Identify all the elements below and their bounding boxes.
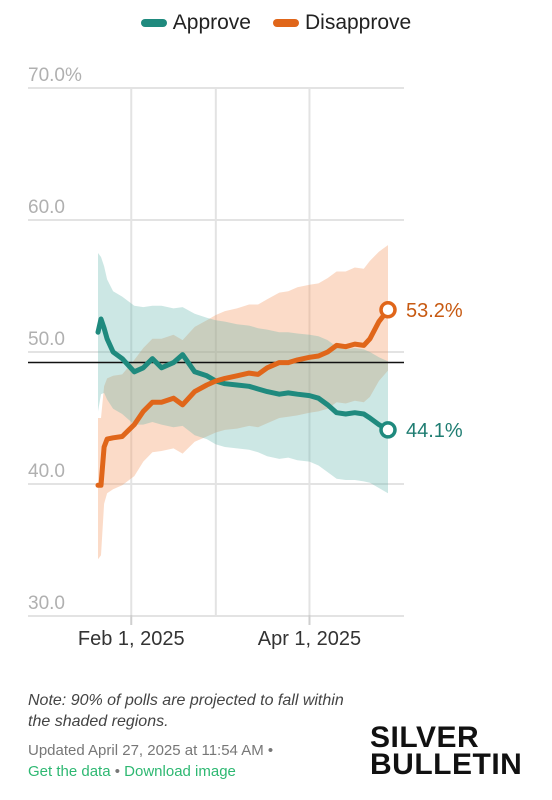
line-disapprove — [95, 307, 391, 488]
legend-label: Approve — [172, 11, 251, 34]
silver-bulletin-logo: SILVER BULLETIN — [370, 721, 530, 781]
legend-swatch — [272, 19, 299, 27]
legend-label: Disapprove — [304, 11, 412, 34]
endpoint-approve — [379, 421, 397, 439]
legend-item-approve: Approve — [140, 11, 251, 35]
y-tick-label: 30.0 — [28, 593, 65, 614]
y-tick-label: 50.0 — [28, 329, 65, 350]
chart-legend: Approve Disapprove — [0, 8, 552, 38]
y-tick-label: 40.0 — [28, 461, 65, 482]
y-tick-label: 70.0% — [28, 65, 82, 86]
footer-links: Get the data • Download image — [28, 763, 236, 780]
logo-line-1: SILVER — [370, 721, 480, 754]
download-image-link[interactable]: Download image — [124, 763, 236, 780]
approval-chart: 70.0% 60.0 50.0 40.0 30.0 Feb 1, 2025 Apr 1, 2… — [28, 65, 463, 650]
separator-dot: • — [267, 742, 274, 759]
updated-timestamp: Updated April 27, 2025 at 11:54 AM • — [28, 742, 273, 759]
separator-dot: • — [114, 763, 120, 780]
logo-line-2: BULLETIN — [370, 748, 523, 781]
x-tick-label: Apr 1, 2025 — [258, 628, 361, 650]
y-tick-label: 60.0 — [28, 197, 65, 218]
legend-item-disapprove: Disapprove — [272, 11, 412, 35]
x-tick-label: Feb 1, 2025 — [78, 628, 185, 650]
endpoint-disapprove — [379, 301, 397, 319]
updated-text: Updated April 27, 2025 at 11:54 AM — [28, 742, 264, 759]
band-disapprove — [98, 245, 388, 560]
get-data-link[interactable]: Get the data — [28, 763, 111, 780]
chart-note: Note: 90% of polls are projected to fall… — [28, 692, 344, 730]
line-approve — [95, 316, 391, 433]
legend-swatch — [140, 19, 167, 27]
end-label-disapprove: 53.2% — [406, 300, 463, 322]
end-label-approve: 44.1% — [406, 420, 463, 442]
